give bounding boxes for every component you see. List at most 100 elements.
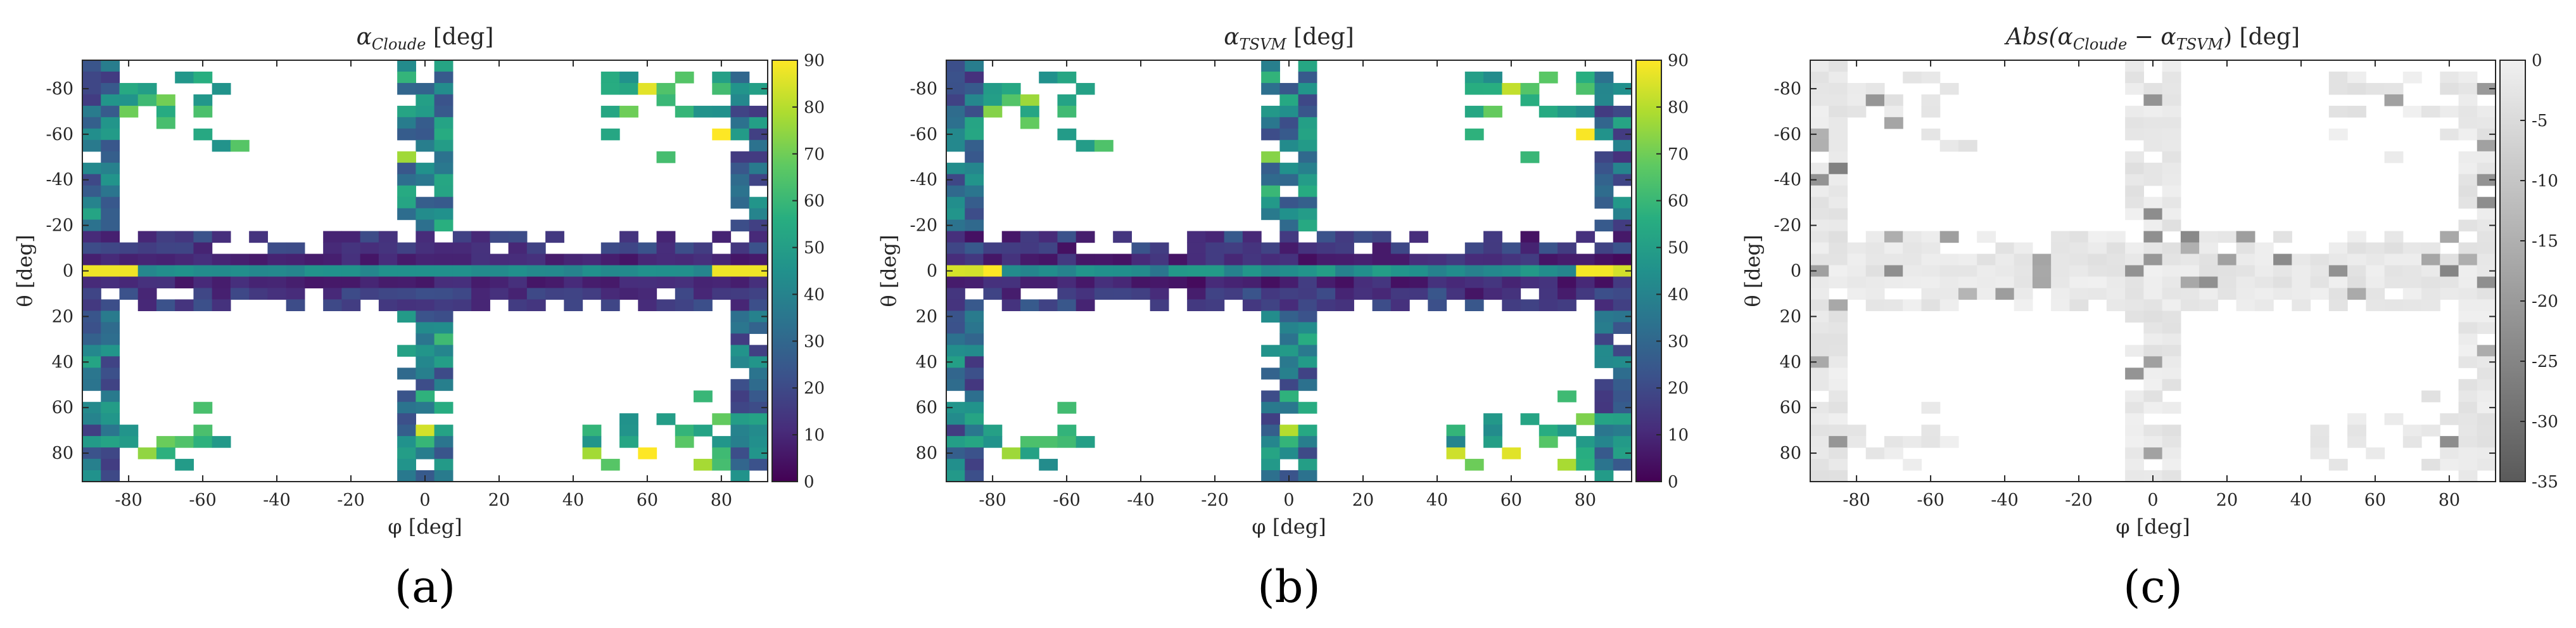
- heatmap-cell: [2328, 82, 2348, 95]
- heatmap-cell: [656, 253, 676, 266]
- heatmap-cell: [1995, 265, 2015, 278]
- heatmap-cell: [397, 117, 416, 129]
- heatmap-cell: [471, 265, 490, 278]
- heatmap-cell: [1829, 82, 1848, 95]
- heatmap-cell: [2347, 242, 2366, 255]
- heatmap-cell: [749, 447, 768, 459]
- heatmap-cell: [1829, 413, 1848, 425]
- y-tick-label: 60: [52, 398, 73, 418]
- heatmap-cell: [1224, 242, 1243, 255]
- heatmap-cell: [730, 379, 750, 391]
- heatmap-cell: [1810, 345, 1829, 357]
- heatmap-cell: [1001, 276, 1021, 289]
- heatmap-cell: [2143, 82, 2163, 95]
- heatmap-cell: [1057, 94, 1077, 106]
- heatmap-cell: [2458, 128, 2478, 141]
- heatmap-cell: [1576, 413, 1596, 425]
- heatmap-cell: [2162, 322, 2181, 334]
- heatmap-cell: [1279, 174, 1299, 186]
- heatmap-cell: [2458, 219, 2478, 232]
- x-tick-label: -60: [189, 490, 216, 510]
- heatmap-cell: [193, 288, 213, 300]
- heatmap-cell: [946, 299, 965, 312]
- heatmap-cell: [2458, 299, 2478, 312]
- heatmap-cell: [1131, 242, 1151, 255]
- heatmap-cell: [82, 60, 101, 72]
- heatmap-cell: [1464, 253, 1484, 266]
- heatmap-cell: [1057, 276, 1077, 289]
- heatmap-cell: [397, 276, 416, 289]
- heatmap-cell: [1446, 447, 1466, 459]
- heatmap-cell: [2440, 276, 2459, 289]
- heatmap-cell: [1558, 276, 1577, 289]
- heatmap-cell: [2069, 231, 2089, 243]
- heatmap-cell: [2310, 276, 2330, 289]
- heatmap-cell: [1865, 288, 1885, 300]
- heatmap-cell: [1594, 117, 1614, 129]
- heatmap-cell: [508, 299, 528, 312]
- heatmap-cell: [1939, 231, 1959, 243]
- heatmap-cell: [600, 288, 620, 300]
- heatmap-cell: [1810, 219, 1829, 232]
- heatmap-cell: [1613, 356, 1632, 368]
- heatmap-cell: [101, 242, 120, 255]
- heatmap-cell: [1205, 265, 1225, 278]
- heatmap-cell: [983, 276, 1003, 289]
- heatmap-cell: [1039, 276, 1058, 289]
- heatmap-cell: [2125, 459, 2144, 471]
- heatmap-cell: [1539, 265, 1558, 278]
- heatmap-cell: [1020, 276, 1039, 289]
- y-tick-label: 40: [916, 352, 937, 372]
- heatmap-cell: [1261, 185, 1280, 198]
- heatmap-cell: [397, 265, 416, 278]
- heatmap-cell: [2347, 105, 2366, 118]
- heatmap-cell: [156, 117, 175, 129]
- heatmap-cell: [675, 436, 694, 448]
- heatmap-cell: [694, 459, 713, 471]
- heatmap-cell: [1298, 151, 1317, 163]
- y-tick-label: 20: [1780, 307, 1801, 326]
- heatmap-cell: [1298, 265, 1317, 278]
- heatmap-cell: [1847, 242, 1867, 255]
- heatmap-cell: [2384, 231, 2404, 243]
- heatmap-cell: [101, 231, 120, 243]
- colorbar-tick-label: -10: [2532, 172, 2558, 191]
- heatmap-cell: [1464, 459, 1484, 471]
- heatmap-cell: [82, 425, 101, 437]
- heatmap-cell: [2014, 265, 2033, 278]
- heatmap-cell: [1057, 299, 1077, 312]
- heatmap-cell: [2143, 447, 2163, 459]
- heatmap-cell: [1884, 231, 1903, 243]
- heatmap-cell: [1977, 288, 1996, 300]
- heatmap-cell: [2458, 82, 2478, 95]
- heatmap-cell: [416, 345, 435, 357]
- heatmap-cell: [730, 185, 750, 198]
- x-tick-label: 20: [488, 490, 510, 510]
- panel-title: αTSVM [deg]: [1224, 24, 1354, 53]
- heatmap-cell: [82, 105, 101, 118]
- heatmap-cell: [2366, 299, 2385, 312]
- heatmap-cell: [1865, 94, 1885, 106]
- heatmap-cell: [983, 82, 1003, 95]
- heatmap-cell: [1829, 311, 1848, 323]
- colorbar-tick-label: 50: [804, 239, 825, 258]
- heatmap-cell: [730, 82, 750, 95]
- heatmap-cell: [1576, 276, 1596, 289]
- heatmap-cell: [1865, 253, 1885, 266]
- heatmap-cell: [1502, 242, 1521, 255]
- heatmap-cell: [137, 82, 157, 95]
- heatmap-cell: [1829, 105, 1848, 118]
- heatmap-cell: [193, 265, 213, 278]
- heatmap-cell: [1810, 333, 1829, 345]
- heatmap-cell: [1057, 128, 1077, 141]
- heatmap-cell: [965, 128, 984, 141]
- heatmap-cell: [1576, 447, 1596, 459]
- heatmap-cell: [656, 276, 676, 289]
- heatmap-cell: [397, 368, 416, 380]
- heatmap-cell: [1829, 356, 1848, 368]
- subfigure-label: (b): [1257, 561, 1320, 613]
- heatmap-cell: [2347, 253, 2366, 266]
- heatmap-cell: [1464, 82, 1484, 95]
- heatmap-cell: [694, 288, 713, 300]
- heatmap-cell: [471, 253, 490, 266]
